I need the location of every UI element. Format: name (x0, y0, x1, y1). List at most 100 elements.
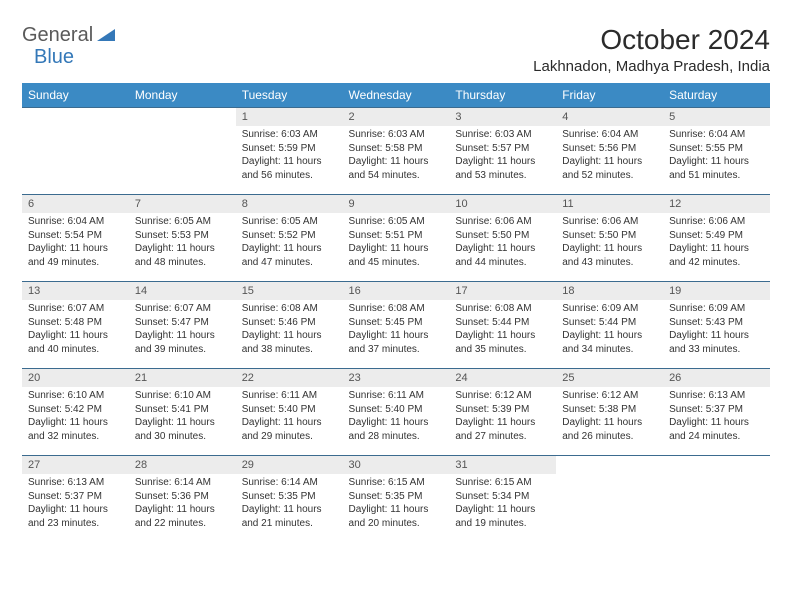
date-number: 15 (236, 282, 343, 300)
cell-body: Sunrise: 6:11 AMSunset: 5:40 PMDaylight:… (236, 387, 343, 447)
date-number: 8 (236, 195, 343, 213)
calendar-cell: 14Sunrise: 6:07 AMSunset: 5:47 PMDayligh… (129, 282, 236, 369)
sunrise-text: Sunrise: 6:14 AM (242, 476, 337, 490)
dayheader-sat: Saturday (663, 83, 770, 108)
calendar-cell: 6Sunrise: 6:04 AMSunset: 5:54 PMDaylight… (22, 195, 129, 282)
date-number: 21 (129, 369, 236, 387)
sunrise-text: Sunrise: 6:11 AM (349, 389, 444, 403)
cell-body: Sunrise: 6:03 AMSunset: 5:59 PMDaylight:… (236, 126, 343, 186)
daylight-text: Daylight: 11 hours and 19 minutes. (455, 503, 550, 530)
date-number: 9 (343, 195, 450, 213)
calendar-cell: 1Sunrise: 6:03 AMSunset: 5:59 PMDaylight… (236, 108, 343, 195)
calendar-cell: 21 Sunrise: 6:10 AMSunset: 5:41 PMDayligh… (129, 369, 236, 456)
calendar-cell (663, 456, 770, 543)
calendar-cell: 18Sunrise: 6:09 AMSunset: 5:44 PMDayligh… (556, 282, 663, 369)
sunset-text: Sunset: 5:49 PM (669, 229, 764, 243)
calendar-row: 6Sunrise: 6:04 AMSunset: 5:54 PMDaylight… (22, 195, 770, 282)
cell-body: Sunrise: 6:12 AMSunset: 5:39 PMDaylight:… (449, 387, 556, 447)
calendar-cell: 25Sunrise: 6:12 AMSunset: 5:38 PMDayligh… (556, 369, 663, 456)
cell-body: Sunrise: 6:11 AMSunset: 5:40 PMDaylight:… (343, 387, 450, 447)
calendar-cell: 9Sunrise: 6:05 AMSunset: 5:51 PMDaylight… (343, 195, 450, 282)
sunset-text: Sunset: 5:36 PM (135, 490, 230, 504)
calendar-cell: 15Sunrise: 6:08 AMSunset: 5:46 PMDayligh… (236, 282, 343, 369)
calendar-cell: 10Sunrise: 6:06 AMSunset: 5:50 PMDayligh… (449, 195, 556, 282)
cell-body: Sunrise: 6:10 AMSunset: 5:42 PMDaylight:… (22, 387, 129, 447)
logo: General (22, 24, 117, 47)
cell-body: Sunrise: 6:06 AMSunset: 5:49 PMDaylight:… (663, 213, 770, 273)
sunset-text: Sunset: 5:50 PM (562, 229, 657, 243)
daylight-text: Daylight: 11 hours and 26 minutes. (562, 416, 657, 443)
sunset-text: Sunset: 5:51 PM (349, 229, 444, 243)
daylight-text: Daylight: 11 hours and 21 minutes. (242, 503, 337, 530)
date-number: 29 (236, 456, 343, 474)
daylight-text: Daylight: 11 hours and 51 minutes. (669, 155, 764, 182)
sunset-text: Sunset: 5:59 PM (242, 142, 337, 156)
calendar-cell: 20Sunrise: 6:10 AMSunset: 5:42 PMDayligh… (22, 369, 129, 456)
sunset-text: Sunset: 5:46 PM (242, 316, 337, 330)
logo-text-general: General (22, 24, 93, 47)
sunrise-text: Sunrise: 6:15 AM (349, 476, 444, 490)
date-number: 28 (129, 456, 236, 474)
daylight-text: Daylight: 11 hours and 39 minutes. (135, 329, 230, 356)
calendar-cell: 19Sunrise: 6:09 AMSunset: 5:43 PMDayligh… (663, 282, 770, 369)
calendar-body: 1Sunrise: 6:03 AMSunset: 5:59 PMDaylight… (22, 108, 770, 543)
cell-body: Sunrise: 6:07 AMSunset: 5:48 PMDaylight:… (22, 300, 129, 360)
sunrise-text: Sunrise: 6:03 AM (349, 128, 444, 142)
date-number: 23 (343, 369, 450, 387)
sunrise-text: Sunrise: 6:10 AM (135, 389, 230, 403)
calendar-cell: 3Sunrise: 6:03 AMSunset: 5:57 PMDaylight… (449, 108, 556, 195)
daylight-text: Daylight: 11 hours and 28 minutes. (349, 416, 444, 443)
cell-body: Sunrise: 6:03 AMSunset: 5:58 PMDaylight:… (343, 126, 450, 186)
daylight-text: Daylight: 11 hours and 48 minutes. (135, 242, 230, 269)
daylight-text: Daylight: 11 hours and 20 minutes. (349, 503, 444, 530)
date-number: 12 (663, 195, 770, 213)
date-number: 24 (449, 369, 556, 387)
calendar-cell: 13Sunrise: 6:07 AMSunset: 5:48 PMDayligh… (22, 282, 129, 369)
daylight-text: Daylight: 11 hours and 23 minutes. (28, 503, 123, 530)
cell-body: Sunrise: 6:06 AMSunset: 5:50 PMDaylight:… (556, 213, 663, 273)
calendar-row: 13Sunrise: 6:07 AMSunset: 5:48 PMDayligh… (22, 282, 770, 369)
sunrise-text: Sunrise: 6:07 AM (135, 302, 230, 316)
sunrise-text: Sunrise: 6:11 AM (242, 389, 337, 403)
daylight-text: Daylight: 11 hours and 29 minutes. (242, 416, 337, 443)
cell-body: Sunrise: 6:15 AMSunset: 5:34 PMDaylight:… (449, 474, 556, 534)
calendar-row: 27Sunrise: 6:13 AMSunset: 5:37 PMDayligh… (22, 456, 770, 543)
cell-body: Sunrise: 6:05 AMSunset: 5:53 PMDaylight:… (129, 213, 236, 273)
daylight-text: Daylight: 11 hours and 40 minutes. (28, 329, 123, 356)
sunset-text: Sunset: 5:41 PM (135, 403, 230, 417)
sunset-text: Sunset: 5:50 PM (455, 229, 550, 243)
daylight-text: Daylight: 11 hours and 42 minutes. (669, 242, 764, 269)
daylight-text: Daylight: 11 hours and 54 minutes. (349, 155, 444, 182)
date-number: 25 (556, 369, 663, 387)
calendar-cell: 11Sunrise: 6:06 AMSunset: 5:50 PMDayligh… (556, 195, 663, 282)
daylight-text: Daylight: 11 hours and 30 minutes. (135, 416, 230, 443)
month-title: October 2024 (533, 24, 770, 56)
dayheader-tue: Tuesday (236, 83, 343, 108)
daylight-text: Daylight: 11 hours and 44 minutes. (455, 242, 550, 269)
calendar-table: Sunday Monday Tuesday Wednesday Thursday… (22, 83, 770, 543)
sunrise-text: Sunrise: 6:06 AM (669, 215, 764, 229)
cell-body: Sunrise: 6:14 AMSunset: 5:36 PMDaylight:… (129, 474, 236, 534)
calendar-cell: 7Sunrise: 6:05 AMSunset: 5:53 PMDaylight… (129, 195, 236, 282)
sunset-text: Sunset: 5:35 PM (349, 490, 444, 504)
daylight-text: Daylight: 11 hours and 43 minutes. (562, 242, 657, 269)
date-number: 26 (663, 369, 770, 387)
sunrise-text: Sunrise: 6:05 AM (242, 215, 337, 229)
sunset-text: Sunset: 5:35 PM (242, 490, 337, 504)
sunset-text: Sunset: 5:56 PM (562, 142, 657, 156)
calendar-cell: 26Sunrise: 6:13 AMSunset: 5:37 PMDayligh… (663, 369, 770, 456)
date-number: 6 (22, 195, 129, 213)
sunrise-text: Sunrise: 6:12 AM (562, 389, 657, 403)
cell-body: Sunrise: 6:07 AMSunset: 5:47 PMDaylight:… (129, 300, 236, 360)
cell-body: Sunrise: 6:09 AMSunset: 5:44 PMDaylight:… (556, 300, 663, 360)
dayheader-fri: Friday (556, 83, 663, 108)
cell-body: Sunrise: 6:05 AMSunset: 5:51 PMDaylight:… (343, 213, 450, 273)
calendar-cell: 23Sunrise: 6:11 AMSunset: 5:40 PMDayligh… (343, 369, 450, 456)
sunrise-text: Sunrise: 6:10 AM (28, 389, 123, 403)
date-number: 7 (129, 195, 236, 213)
sunset-text: Sunset: 5:42 PM (28, 403, 123, 417)
calendar-cell: 17Sunrise: 6:08 AMSunset: 5:44 PMDayligh… (449, 282, 556, 369)
calendar-cell: 5Sunrise: 6:04 AMSunset: 5:55 PMDaylight… (663, 108, 770, 195)
date-number: 16 (343, 282, 450, 300)
date-number: 1 (236, 108, 343, 126)
